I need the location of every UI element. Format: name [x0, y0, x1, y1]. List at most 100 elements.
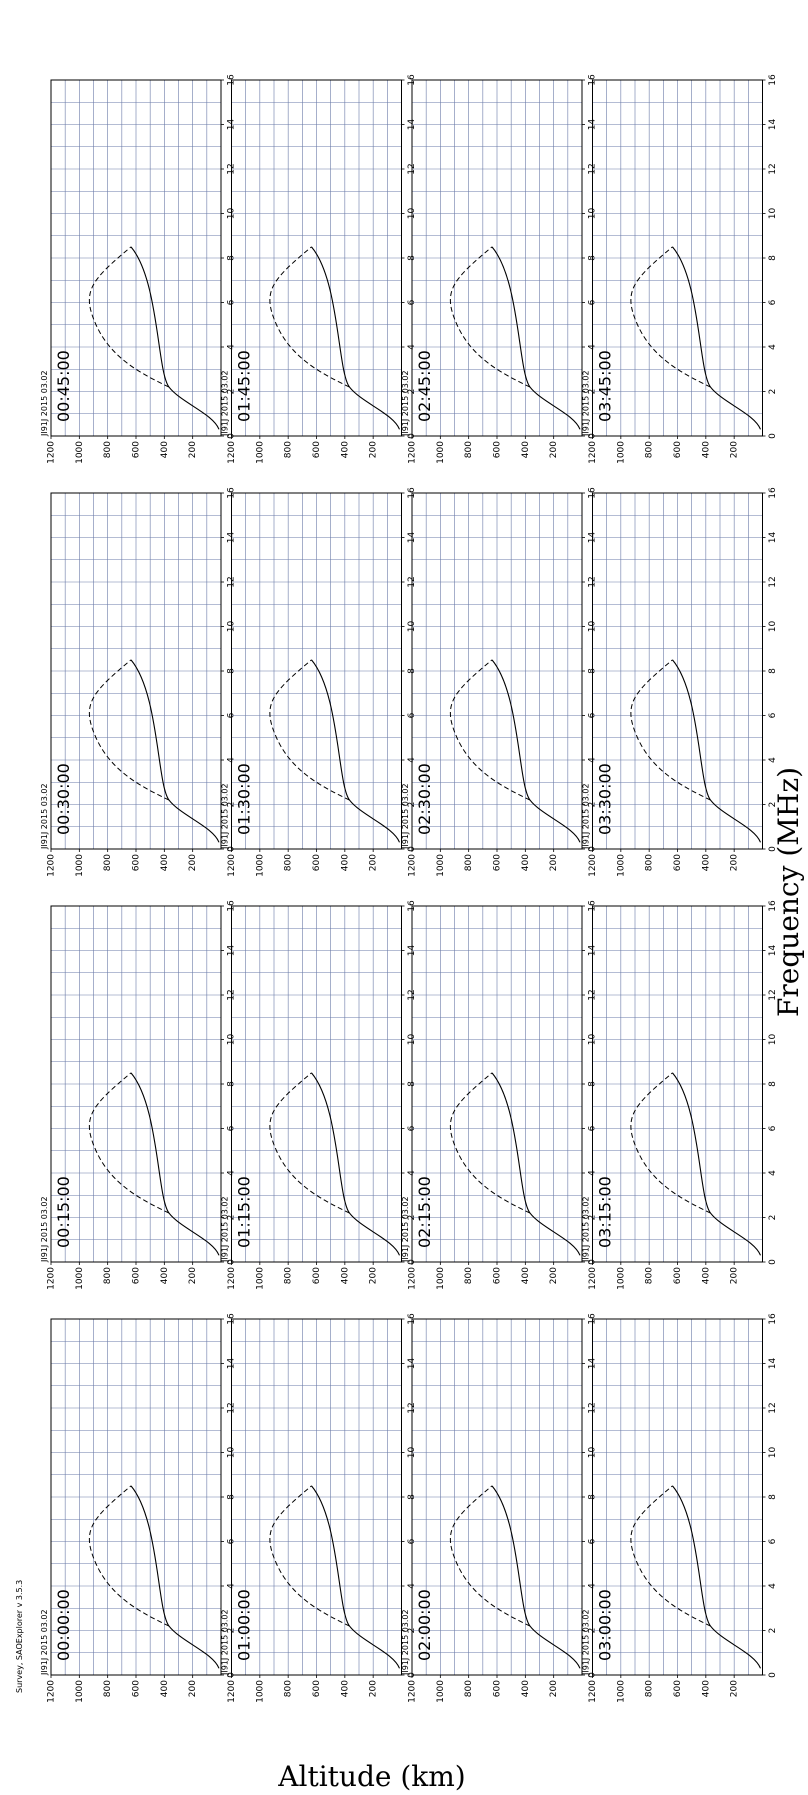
- y-tick-label: 200: [730, 854, 740, 871]
- time-label: 02:15:00: [415, 1176, 434, 1248]
- profile-curve: [672, 1072, 762, 1256]
- y-tick-label: 800: [645, 441, 655, 458]
- station-label: JI91J 2015 03.02: [221, 370, 230, 437]
- station-label: JI91J 2015 03.02: [401, 783, 410, 850]
- panel-frame: [50, 79, 222, 437]
- station-label: JI91J 2015 03.02: [221, 1609, 230, 1676]
- panel-frame: [231, 905, 402, 1263]
- x-tick-label: 0: [768, 846, 778, 852]
- y-tick-label: 200: [549, 1680, 559, 1697]
- panel-frame: [50, 492, 222, 850]
- y-tick-label: 200: [369, 854, 379, 871]
- y-tick-label: 400: [160, 854, 170, 871]
- y-tick-label: 600: [673, 1680, 683, 1697]
- x-tick-label: 10: [768, 1447, 778, 1459]
- station-label: JI91J 2015 03.02: [401, 370, 410, 437]
- y-tick-label: 1200: [47, 441, 57, 464]
- time-label: 01:00:00: [235, 1589, 254, 1661]
- time-label: 01:30:00: [235, 763, 254, 835]
- dashed-curve: [88, 246, 170, 388]
- x-axis-label: Frequency (MHz): [772, 767, 805, 1017]
- time-label: 02:45:00: [415, 350, 434, 422]
- y-tick-label: 200: [188, 1267, 198, 1284]
- station-label: JI91J 2015 03.02: [221, 783, 230, 850]
- y-tick-label: 1200: [408, 441, 418, 464]
- y-tick-label: 600: [673, 441, 683, 458]
- dashed-curve: [88, 659, 170, 801]
- profile-curve: [311, 1485, 401, 1669]
- y-tick-label: 1200: [47, 1267, 57, 1290]
- y-tick-label: 800: [103, 1680, 113, 1697]
- x-tick-label: 8: [768, 255, 778, 261]
- y-tick-label: 600: [493, 1680, 503, 1697]
- x-tick-label: 2: [768, 389, 778, 395]
- station-label: JI91J 2015 03.02: [40, 783, 49, 850]
- panel-frame: [411, 905, 583, 1263]
- y-tick-label: 400: [160, 1680, 170, 1697]
- x-tick-label: 2: [768, 1628, 778, 1634]
- x-tick-label: 12: [768, 576, 778, 587]
- x-tick-label: 12: [768, 1402, 778, 1413]
- y-tick-label: 400: [701, 1267, 711, 1284]
- y-tick-label: 200: [549, 854, 559, 871]
- panel-frame: [411, 492, 583, 850]
- profile-curve: [311, 659, 401, 843]
- panel-frame: [411, 1318, 583, 1676]
- profile-curve: [311, 1072, 401, 1256]
- y-tick-label: 200: [730, 441, 740, 458]
- x-tick-label: 6: [768, 299, 778, 305]
- profile-curve: [491, 1072, 581, 1256]
- y-tick-label: 1000: [616, 1680, 626, 1703]
- x-tick-label: 16: [768, 900, 778, 912]
- y-tick-label: 800: [284, 854, 294, 871]
- y-tick-label: 1000: [255, 854, 265, 877]
- time-label: 00:45:00: [54, 350, 73, 422]
- x-tick-label: 8: [768, 1494, 778, 1500]
- y-tick-label: 600: [132, 1680, 142, 1697]
- x-tick-label: 4: [768, 1583, 778, 1589]
- y-tick-label: 200: [730, 1267, 740, 1284]
- panel-frame: [50, 905, 222, 1263]
- x-tick-label: 8: [768, 668, 778, 674]
- rotated-panels: Survey, SAOExplorer v 3.5.3 0 2 4 6 8 10 12 14 1…: [15, 74, 778, 1703]
- profile-curve: [491, 1485, 581, 1669]
- x-tick-label: 12: [768, 163, 778, 174]
- station-label: JI91J 2015 03.02: [40, 1609, 49, 1676]
- y-tick-label: 200: [369, 1267, 379, 1284]
- y-tick-label: 400: [340, 441, 350, 458]
- y-tick-label: 600: [312, 1680, 322, 1697]
- y-tick-label: 1200: [47, 854, 57, 877]
- y-tick-label: 1000: [436, 1267, 446, 1290]
- profile-curve: [130, 1485, 220, 1669]
- y-tick-label: 600: [312, 1267, 322, 1284]
- panel-frame: [231, 1318, 402, 1676]
- station-label: JI91J 2015 03.02: [401, 1196, 410, 1263]
- station-label: JI91J 2015 03.02: [582, 783, 591, 850]
- y-tick-label: 400: [521, 1680, 531, 1697]
- station-label: JI91J 2015 03.02: [401, 1609, 410, 1676]
- x-tick-label: 4: [768, 1170, 778, 1176]
- x-tick-label: 14: [768, 532, 778, 544]
- dashed-curve: [630, 246, 711, 388]
- profile-curve: [491, 659, 581, 843]
- y-tick-label: 400: [340, 854, 350, 871]
- profile-curve: [491, 246, 581, 430]
- x-tick-label: 8: [768, 1081, 778, 1087]
- time-label: 02:30:00: [415, 763, 434, 835]
- profile-curve: [672, 659, 762, 843]
- dashed-curve: [630, 659, 711, 801]
- profile-curve: [311, 246, 401, 430]
- y-tick-label: 600: [673, 854, 683, 871]
- x-tick-label: 14: [768, 1358, 778, 1370]
- y-tick-label: 400: [160, 1267, 170, 1284]
- panel-frame: [592, 1318, 763, 1676]
- x-tick-label: 16: [768, 74, 778, 86]
- x-tick-label: 2: [768, 802, 778, 808]
- time-label: 00:30:00: [54, 763, 73, 835]
- x-tick-label: 4: [768, 344, 778, 350]
